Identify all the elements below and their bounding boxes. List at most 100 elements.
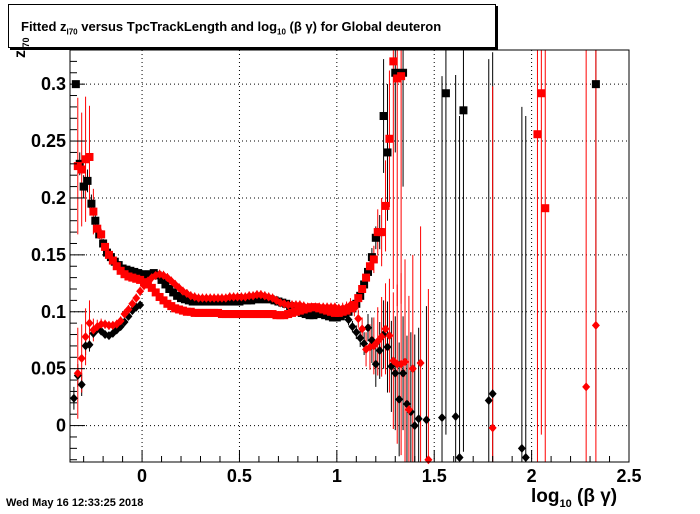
data-point-square	[87, 199, 96, 208]
data-point-diamond	[371, 359, 380, 369]
data-point-square	[354, 294, 363, 303]
data-point-diamond	[352, 327, 361, 337]
grid-lines	[70, 50, 629, 462]
data-point-diamond	[358, 324, 367, 334]
data-point-square	[77, 165, 86, 174]
data-point-diamond	[391, 368, 400, 378]
data-point-diamond	[414, 414, 423, 424]
data-point-diamond	[132, 293, 141, 303]
data-point-diamond	[85, 340, 94, 350]
x-tick-label: 0	[137, 466, 147, 486]
data-point-diamond	[124, 304, 133, 314]
data-point-diamond	[350, 303, 359, 313]
y-label-main: z	[12, 50, 29, 58]
data-point-diamond	[73, 368, 82, 378]
data-point-diamond	[354, 314, 363, 324]
y-tick-label: 0.05	[31, 359, 66, 379]
data-point-diamond	[404, 405, 413, 415]
data-point-square	[97, 230, 106, 239]
data-point-diamond	[401, 357, 410, 367]
data-point-square	[459, 106, 468, 115]
data-point-square	[441, 89, 450, 98]
x-axis-label: log10 (β γ)	[531, 486, 617, 510]
data-point-diamond	[399, 368, 408, 378]
error-bars	[73, 50, 597, 462]
title-subscript-2: 10	[277, 27, 286, 37]
data-point-diamond	[517, 443, 526, 453]
data-point-diamond	[455, 452, 464, 462]
data-point-diamond	[120, 309, 129, 319]
chart-title: Fitted zI70 versus TpcTrackLength and lo…	[21, 19, 441, 37]
data-point-diamond	[385, 331, 394, 341]
x-label-subscript: 10	[559, 497, 572, 510]
data-point-square	[85, 152, 94, 161]
x-tick-label: 0.5	[227, 466, 252, 486]
y-tick-label: 0.25	[31, 131, 66, 151]
data-point-square	[383, 148, 392, 157]
data-point-diamond	[521, 452, 530, 462]
data-point-square	[377, 228, 386, 237]
data-point-square	[391, 68, 400, 77]
data-point-diamond	[484, 396, 493, 406]
data-point-diamond	[438, 413, 447, 423]
data-point-diamond	[395, 394, 404, 404]
x-tick-label: 2.5	[616, 466, 641, 486]
data-point-square	[93, 224, 102, 233]
data-point-square	[533, 130, 542, 139]
axis-ticks	[70, 60, 630, 462]
data-point-square	[385, 134, 394, 143]
data-point-diamond	[408, 364, 417, 374]
title-subscript-1: I70	[66, 27, 78, 37]
data-point-diamond	[383, 342, 392, 352]
data-point-square	[112, 262, 121, 271]
data-point-diamond	[488, 389, 497, 399]
data-point-square	[360, 280, 369, 289]
data-point-square	[371, 233, 380, 242]
y-tick-label: 0	[56, 416, 66, 436]
y-tick-label: 0.3	[41, 74, 66, 94]
data-point-square	[108, 256, 117, 265]
data-point-square	[157, 275, 166, 284]
data-point-diamond	[591, 320, 600, 330]
tick-labels: 0 0.5 1 1.5 2 2.5 0 0.05 0.1 0.15 0.2 0.25 0.3	[31, 74, 642, 486]
data-point-square	[591, 80, 600, 89]
data-point-diamond	[128, 299, 137, 309]
data-point-diamond	[136, 286, 145, 296]
data-point-diamond	[77, 353, 86, 363]
data-point-diamond	[136, 300, 145, 310]
data-point-square	[541, 204, 550, 213]
data-point-square	[89, 207, 98, 216]
plot-frame	[69, 49, 630, 463]
data-point-square	[364, 267, 373, 276]
chart-title-box: Fitted zI70 versus TpcTrackLength and lo…	[8, 4, 496, 48]
data-point-diamond	[424, 455, 433, 465]
data-point-square	[104, 250, 113, 259]
data-point-diamond	[77, 380, 86, 390]
y-axis-label: zI70	[12, 37, 31, 58]
data-point-square	[537, 89, 546, 98]
data-point-diamond	[377, 332, 386, 342]
timestamp: Wed May 16 12:33:25 2018	[6, 497, 144, 509]
x-label-suffix: (β γ)	[571, 486, 618, 507]
data-point-square	[101, 242, 110, 251]
data-points	[69, 57, 600, 465]
data-point-square	[362, 273, 371, 282]
data-point-diamond	[85, 318, 94, 328]
data-point-diamond	[344, 315, 353, 325]
data-point-square	[397, 72, 406, 81]
data-point-square	[83, 176, 92, 185]
data-point-square	[161, 280, 170, 289]
title-part-3: (β γ) for Global deuteron	[285, 19, 442, 34]
data-point-square	[151, 288, 160, 297]
x-tick-label: 1	[332, 466, 342, 486]
data-point-diamond	[81, 332, 90, 342]
data-point-square	[365, 262, 374, 271]
data-point-diamond	[410, 421, 419, 431]
data-point-square	[369, 255, 378, 264]
data-point-diamond	[416, 358, 425, 368]
data-point-square	[381, 201, 390, 210]
data-point-diamond	[381, 324, 390, 334]
x-tick-label: 1.5	[422, 466, 447, 486]
data-point-square	[147, 283, 156, 292]
